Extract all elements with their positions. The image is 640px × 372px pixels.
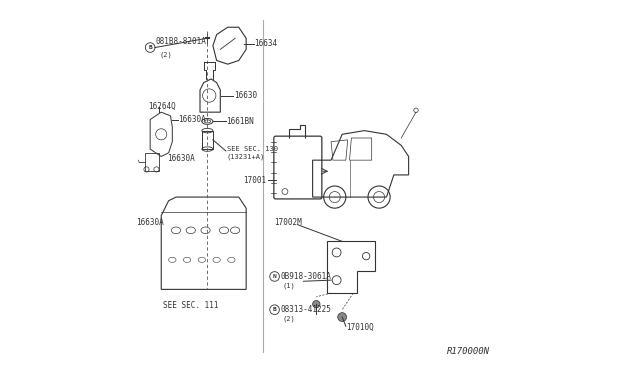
- Text: SEE SEC. 130: SEE SEC. 130: [227, 146, 278, 152]
- Text: 16630A: 16630A: [179, 115, 206, 124]
- Text: 081B8-8201A: 081B8-8201A: [156, 37, 206, 46]
- Text: 16264Q: 16264Q: [148, 102, 176, 111]
- Text: B: B: [273, 307, 276, 312]
- Circle shape: [338, 312, 347, 321]
- Text: 17001: 17001: [243, 176, 266, 185]
- Text: 08313-41225: 08313-41225: [280, 305, 331, 314]
- Text: (1): (1): [283, 282, 296, 289]
- Text: N: N: [273, 274, 276, 279]
- Circle shape: [312, 301, 320, 308]
- Bar: [202, 131, 213, 149]
- Text: 17002M: 17002M: [274, 218, 301, 227]
- Text: 16630A: 16630A: [167, 154, 195, 163]
- Bar: [145, 153, 159, 171]
- Text: (2): (2): [159, 52, 172, 58]
- Text: 16630A: 16630A: [136, 218, 164, 227]
- Text: R170000N: R170000N: [447, 347, 490, 356]
- Text: 1661BN: 1661BN: [227, 117, 254, 126]
- Text: (2): (2): [283, 316, 296, 322]
- Text: 17010Q: 17010Q: [347, 323, 374, 332]
- Text: 16630: 16630: [234, 91, 257, 100]
- Text: (13231+A): (13231+A): [227, 153, 265, 160]
- Text: SEE SEC. 111: SEE SEC. 111: [163, 301, 218, 311]
- Text: 0B918-3061A: 0B918-3061A: [280, 272, 331, 281]
- Text: 16634: 16634: [254, 39, 277, 48]
- Text: B: B: [148, 45, 152, 50]
